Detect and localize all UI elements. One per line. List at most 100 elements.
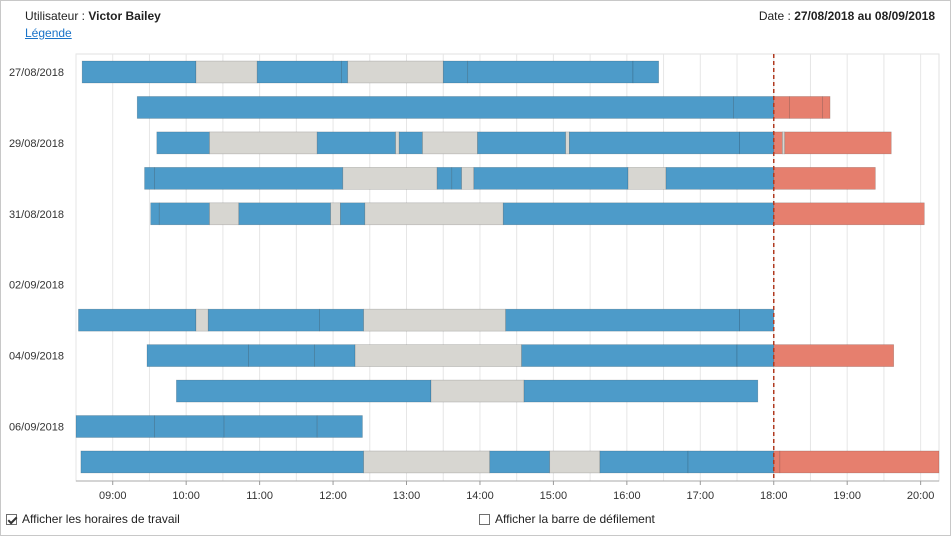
gantt-bar-pause [364, 202, 504, 226]
gantt-bar-work [316, 131, 396, 155]
gantt-bar-work [687, 450, 775, 474]
x-tick-label: 16:00 [613, 490, 641, 502]
gantt-bar-work [398, 131, 423, 155]
work-hours-checkbox[interactable] [6, 513, 17, 525]
gantt-bar-pause [430, 379, 525, 403]
gantt-bar-work [502, 202, 775, 226]
gantt-bar-pause [209, 131, 318, 155]
user-label: Utilisateur : [25, 9, 86, 23]
gantt-bar-work [505, 308, 740, 332]
gantt-bar-work [340, 202, 366, 226]
gantt-bar-work [436, 167, 453, 190]
scrollbar-checkbox[interactable] [479, 513, 490, 525]
gantt-bar-work [467, 60, 634, 84]
gantt-bar-work [489, 450, 551, 474]
x-tick-label: 17:00 [687, 490, 715, 502]
gantt-bar-overtime [773, 450, 781, 474]
gantt-bar-pause [461, 167, 475, 190]
gantt-bar-pause [342, 167, 438, 190]
gantt-bar-work [154, 415, 225, 438]
y-tick-label: 02/09/2018 [9, 280, 64, 292]
gantt-bar-pause [782, 131, 786, 155]
gantt-bar-work [632, 60, 659, 84]
gantt-bar-work [154, 167, 344, 190]
gantt-bar-pause [195, 308, 209, 332]
x-tick-label: 14:00 [466, 490, 494, 502]
gantt-bar-work [146, 344, 249, 367]
gantt-bar-pause [209, 202, 240, 226]
gantt-bar-work [207, 308, 320, 332]
gantt-bar-work [733, 96, 775, 119]
gantt-bar-work [256, 60, 342, 84]
scrollbar-label: Afficher la barre de défilement [495, 512, 655, 526]
user-name: Victor Bailey [88, 9, 161, 23]
gantt-bar-work [319, 308, 364, 332]
gantt-bar-overtime [773, 344, 895, 367]
x-tick-label: 12:00 [319, 490, 347, 502]
x-tick-label: 13:00 [393, 490, 421, 502]
gantt-bar-overtime [773, 202, 925, 226]
gantt-bar-pause [395, 131, 400, 155]
gantt-chart: 27/08/2018 29/08/2018 31/08/2018 02/09/2018… [9, 53, 940, 502]
gantt-bar-pause [195, 60, 258, 84]
x-tick-label: 15:00 [540, 490, 568, 502]
gantt-bar-pause [363, 308, 506, 332]
gantt-bar-work [314, 344, 356, 367]
gantt-bar-work [238, 202, 331, 226]
gantt-bar-work [81, 60, 197, 84]
gantt-bar-work [569, 131, 740, 155]
gantt-bar-work [521, 344, 738, 367]
gantt-bar-pause [422, 131, 478, 155]
gantt-bar-work [739, 308, 775, 332]
plot-area [75, 53, 940, 482]
y-tick-label: 29/08/2018 [9, 138, 64, 150]
gantt-bar-work [158, 202, 210, 226]
gantt-bar-work [150, 202, 160, 226]
gantt-bar-pause [549, 450, 601, 474]
work-hours-label: Afficher les horaires de travail [22, 512, 180, 526]
y-tick-label: 04/09/2018 [9, 351, 64, 363]
gantt-bar-work [223, 415, 318, 438]
legend-link[interactable]: Légende [25, 26, 72, 40]
gantt-bar-work [523, 379, 759, 403]
gantt-bar-work [144, 167, 155, 190]
gantt-bar-pause [347, 60, 444, 84]
gantt-bar-pause [565, 131, 570, 155]
gantt-bar-work [341, 60, 349, 84]
gantt-bar-work [316, 415, 363, 438]
x-tick-label: 09:00 [99, 490, 127, 502]
gantt-bar-work [80, 450, 364, 474]
gantt-bar-work [75, 415, 155, 438]
user-info: Utilisateur : Victor Bailey [25, 9, 161, 23]
gantt-bar-work [78, 308, 197, 332]
date-info: Date : 27/08/2018 au 08/09/2018 [759, 9, 935, 23]
gantt-bar-work [736, 344, 775, 367]
gantt-bar-work [473, 167, 629, 190]
gantt-bar-overtime [773, 167, 876, 190]
y-tick-label: 31/08/2018 [9, 209, 64, 221]
gantt-bar-work [665, 167, 775, 190]
gantt-bar-pause [330, 202, 341, 226]
date-range: 27/08/2018 au 08/09/2018 [794, 9, 935, 23]
gantt-bar-pause [627, 167, 667, 190]
scrollbar-option[interactable]: Afficher la barre de défilement [479, 512, 655, 526]
date-label: Date : [758, 9, 791, 23]
gantt-bar-overtime [789, 96, 824, 119]
x-tick-label: 19:00 [833, 490, 861, 502]
gantt-bar-work [599, 450, 689, 474]
x-tick-label: 10:00 [172, 490, 200, 502]
x-tick-label: 18:00 [760, 490, 788, 502]
gantt-bar-overtime [784, 131, 892, 155]
gantt-bar-pause [354, 344, 522, 367]
work-hours-option[interactable]: Afficher les horaires de travail [6, 512, 180, 526]
y-tick-label: 27/08/2018 [9, 67, 64, 79]
gantt-bar-work [442, 60, 469, 84]
gantt-bar-overtime [822, 96, 831, 119]
gantt-bar-work [451, 167, 462, 190]
gantt-bar-work [739, 131, 775, 155]
gantt-bar-pause [363, 450, 491, 474]
gantt-bar-work [248, 344, 316, 367]
gantt-bar-work [156, 131, 210, 155]
gantt-bar-work [136, 96, 734, 119]
gantt-bar-overtime [779, 450, 940, 474]
